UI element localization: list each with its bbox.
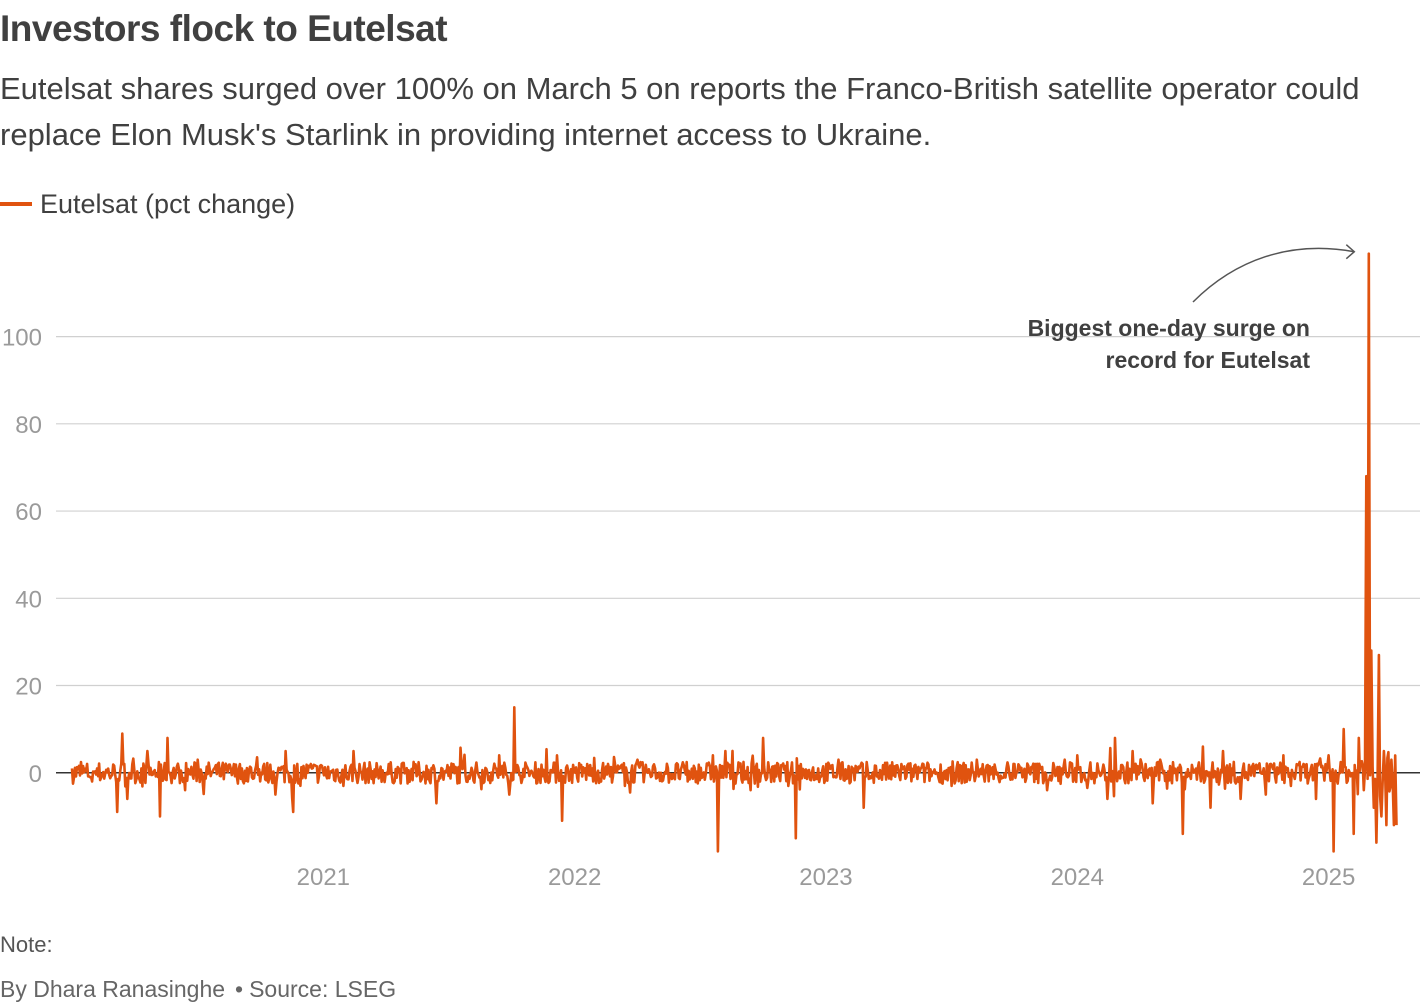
grid-lines — [56, 335, 1420, 774]
x-tick-label: 2021 — [297, 864, 350, 891]
y-tick-label: 40 — [15, 586, 42, 613]
series-line-eutelsat — [70, 252, 1398, 853]
source: Source: LSEG — [249, 976, 397, 1002]
x-tick-label: 2022 — [548, 864, 601, 891]
y-tick-label: 20 — [15, 674, 42, 701]
note-label: Note: — [0, 932, 53, 957]
series-layer — [70, 252, 1398, 853]
annotation-text-line1: Biggest one-day surge on — [1028, 315, 1310, 341]
x-tick-label: 2024 — [1051, 864, 1104, 891]
annotation-arrow — [1192, 247, 1355, 303]
legend: Eutelsat (pct change) — [0, 186, 295, 222]
legend-swatch-eutelsat — [0, 202, 32, 206]
byline: By Dhara Ranasinghe — [0, 976, 226, 1002]
line-chart: 0 20 40 60 80 100 2021 2022 2023 2024 2025 Bigges… — [2, 244, 1420, 891]
chart-subtitle: Eutelsat shares surged over 100% on Marc… — [0, 71, 1360, 152]
annotation: Biggest one-day surge on record for Eute… — [1028, 244, 1356, 373]
x-tick-label: 2023 — [799, 864, 852, 891]
legend-label-eutelsat: Eutelsat (pct change) — [40, 188, 296, 219]
y-tick-label: 80 — [15, 412, 42, 439]
annotation-arrowhead — [1345, 244, 1356, 260]
annotation-text-line2: record for Eutelsat — [1106, 347, 1311, 373]
credit-line: By Dhara Ranasinghe • Source: LSEG — [0, 976, 396, 1003]
credit-separator: • — [235, 976, 244, 1002]
y-tick-label: 60 — [15, 499, 42, 526]
y-tick-label: 100 — [2, 325, 42, 352]
y-tick-label: 0 — [29, 761, 42, 788]
x-tick-label: 2025 — [1302, 864, 1355, 891]
chart-title: Investors flock to Eutelsat — [0, 8, 448, 49]
y-axis-ticks: 0 20 40 60 80 100 — [2, 325, 42, 788]
x-axis-ticks: 2021 2022 2023 2024 2025 — [297, 864, 1356, 891]
